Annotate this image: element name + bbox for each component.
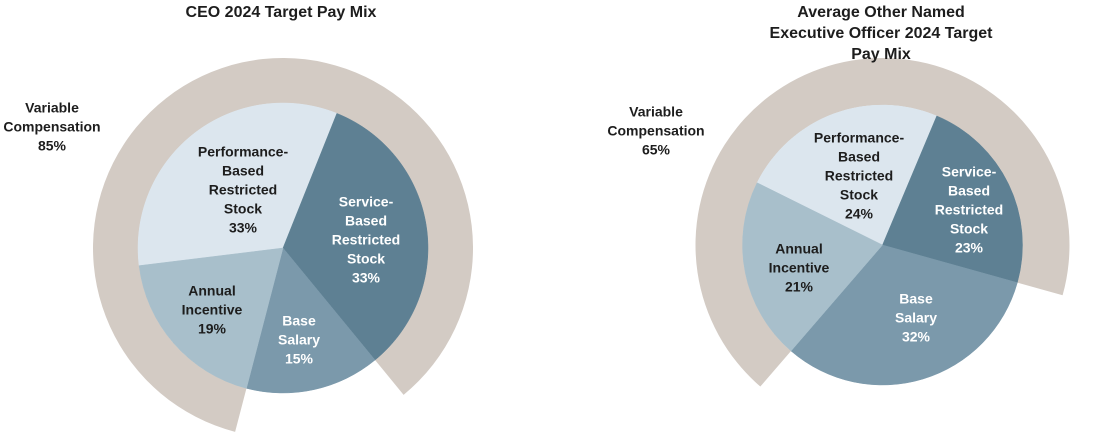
slice-service-based-restricted-stock — [882, 115, 1023, 283]
neo-pie-svg — [695, 58, 1070, 387]
label-service-based-restricted-stock: Service- Based Restricted Stock 33% — [331, 193, 401, 286]
ceo-pay-mix-chart: CEO 2024 Target Pay Mix Variable Compens… — [3, 4, 474, 432]
slice-service-based-restricted-stock — [282, 113, 429, 361]
label-base-salary: Base Salary 15% — [277, 312, 321, 367]
label-variable-compensation: Variable Compensation 65% — [607, 103, 705, 158]
slice-performance-based-restricted-stock — [137, 102, 338, 266]
slice-annual-incentive — [138, 247, 284, 389]
ceo-chart-title: CEO 2024 Target Pay Mix — [185, 4, 377, 21]
slice-performance-based-restricted-stock — [756, 104, 938, 246]
variable-compensation-ring — [695, 58, 1070, 387]
label-performance-based-restricted-stock: Performance- Based Restricted Stock 33% — [197, 143, 289, 236]
neo-pay-mix-chart: Average Other Named Executive Officer 20… — [557, 0, 1114, 432]
ceo-pie-svg — [93, 57, 474, 432]
label-performance-based-restricted-stock: Performance- Based Restricted Stock 24% — [813, 129, 905, 222]
label-base-salary: Base Salary 32% — [894, 290, 938, 345]
slice-annual-incentive — [742, 182, 883, 352]
slice-base-salary — [246, 247, 376, 394]
slice-base-salary — [790, 244, 1018, 386]
label-variable-compensation: Variable Compensation 85% — [3, 99, 101, 154]
label-annual-incentive: Annual Incentive 19% — [181, 282, 243, 337]
neo-chart-title: Average Other Named Executive Officer 20… — [769, 4, 993, 63]
label-annual-incentive: Annual Incentive 21% — [768, 240, 830, 295]
label-service-based-restricted-stock: Service- Based Restricted Stock 23% — [934, 163, 1004, 256]
